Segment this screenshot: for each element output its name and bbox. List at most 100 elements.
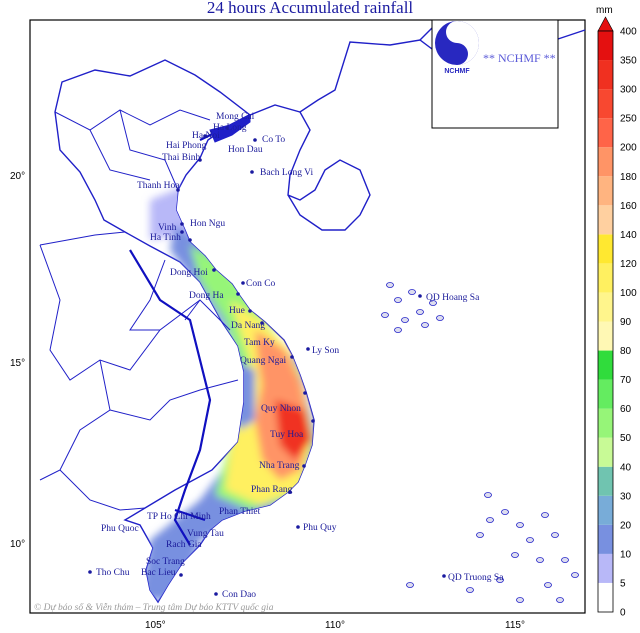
colorbar-legend: mm 0 5 10 20 30 40 50 60 70 80 90 100 120 140 160 180 20… xyxy=(596,5,637,619)
place-marker xyxy=(288,490,292,494)
colorbar-swatch xyxy=(598,234,613,264)
colorbar-unit: mm xyxy=(596,5,613,16)
island xyxy=(394,297,402,303)
colorbar-swatch xyxy=(598,205,613,235)
island xyxy=(501,509,509,515)
nchmf-label: ** NCHMF ** xyxy=(483,51,556,65)
place-marker xyxy=(176,188,180,192)
place-label: Rach Gia xyxy=(166,540,202,550)
place-label: Vung Tau xyxy=(187,529,224,539)
ha-long-bay xyxy=(209,114,251,143)
colorbar-label: 100 xyxy=(620,288,637,299)
colorbar-swatch xyxy=(598,89,613,119)
lon-ticks: 105° 110° 115° xyxy=(145,620,525,631)
place-marker xyxy=(442,574,446,578)
colorbar-label: 140 xyxy=(620,230,637,241)
place-marker xyxy=(260,321,264,325)
place-marker xyxy=(212,268,216,272)
colorbar-swatch xyxy=(598,60,613,90)
place-label: Phu Quy xyxy=(303,523,337,533)
nchmf-logo-box: NCHMF ** NCHMF ** xyxy=(431,19,559,129)
place-marker xyxy=(248,309,252,313)
place-label: Quy Nhon xyxy=(261,404,301,414)
colorbar-label: 90 xyxy=(620,317,632,328)
place-marker xyxy=(236,292,240,296)
colorbar-swatch xyxy=(598,321,613,351)
colorbar-label: 400 xyxy=(620,27,637,38)
place-marker xyxy=(296,525,300,529)
island xyxy=(421,322,429,328)
place-marker xyxy=(180,230,184,234)
place-marker xyxy=(203,134,207,138)
island xyxy=(544,582,552,588)
colorbar-label: 120 xyxy=(620,259,637,270)
place-marker xyxy=(241,281,245,285)
place-label: Ha Noi xyxy=(192,131,220,141)
island xyxy=(484,492,492,498)
lat-tick: 15° xyxy=(10,358,25,369)
emblem-text: NCHMF xyxy=(444,68,470,75)
place-label: Ly Son xyxy=(312,346,339,356)
place-label: Ha Tinh xyxy=(150,233,181,243)
place-label: Phu Quoc xyxy=(101,524,139,534)
place-marker xyxy=(418,294,422,298)
colorbar-label: 160 xyxy=(620,201,637,212)
colorbar-swatch xyxy=(598,553,613,583)
place-label: Bach Long Vi xyxy=(260,168,313,178)
island xyxy=(476,532,484,538)
place-marker xyxy=(225,126,229,130)
lon-tick: 115° xyxy=(505,620,525,631)
island xyxy=(496,577,504,583)
place-label: Phan Thiet xyxy=(219,507,261,517)
place-label: Con Dao xyxy=(222,590,256,600)
island xyxy=(401,317,409,323)
island xyxy=(386,282,394,288)
place-marker xyxy=(214,592,218,596)
border-lines xyxy=(39,109,239,511)
islands xyxy=(381,282,579,603)
lat-tick: 20° xyxy=(10,171,25,182)
place-label: Mong Cai xyxy=(216,112,255,122)
place-marker xyxy=(303,391,307,395)
colorbar-swatch xyxy=(598,437,613,467)
colorbar-label: 70 xyxy=(620,375,632,386)
island xyxy=(571,572,579,578)
island xyxy=(561,557,569,563)
place-label: TP Ho Chi Minh xyxy=(147,512,211,522)
colorbar-label: 40 xyxy=(620,462,632,473)
colorbar-label: 30 xyxy=(620,491,632,502)
place-label: Soc Trang xyxy=(146,557,185,567)
lat-ticks: 20° 15° 10° xyxy=(10,171,25,550)
island xyxy=(381,312,389,318)
island xyxy=(429,300,437,306)
place-label: Thai Binh xyxy=(162,153,201,163)
colorbar-label: 200 xyxy=(620,143,637,154)
place-label: Hai Phong xyxy=(166,141,207,151)
colorbar-swatch xyxy=(598,582,613,612)
place-marker xyxy=(179,573,183,577)
colorbar-swatch xyxy=(598,176,613,206)
colorbar-label: 20 xyxy=(620,520,632,531)
lat-tick: 10° xyxy=(10,539,25,550)
island xyxy=(394,327,402,333)
place-label: Dong Hoi xyxy=(170,268,208,278)
colorbar-swatch xyxy=(598,263,613,293)
place-label: Co To xyxy=(262,135,285,145)
place-marker xyxy=(290,355,294,359)
place-marker xyxy=(198,158,202,162)
island xyxy=(541,512,549,518)
colorbar-label: 180 xyxy=(620,172,637,183)
colorbar-swatch xyxy=(598,147,613,177)
island xyxy=(436,315,444,321)
place-marker xyxy=(302,464,306,468)
island xyxy=(556,597,564,603)
place-label: Da Nang xyxy=(231,321,265,331)
island xyxy=(466,587,474,593)
island xyxy=(486,517,494,523)
place-label: Phan Rang xyxy=(251,485,293,495)
place-label: Ha Long xyxy=(213,123,247,133)
colorbar-swatch xyxy=(598,118,613,148)
colorbar-label: 300 xyxy=(620,85,637,96)
place-marker xyxy=(88,570,92,574)
colorbar-swatch xyxy=(598,524,613,554)
